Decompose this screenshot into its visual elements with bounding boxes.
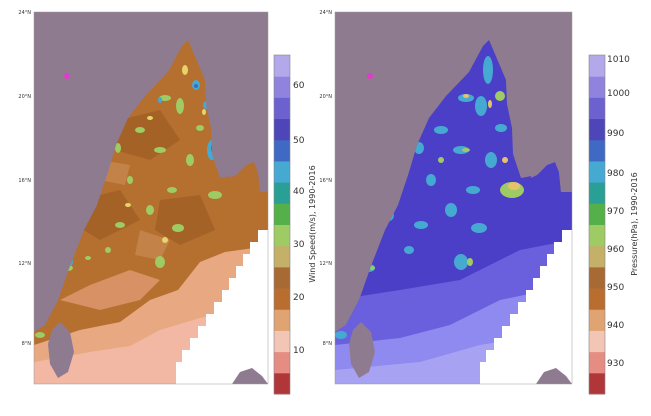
colorbar-segment xyxy=(274,182,290,204)
colorbar-segment xyxy=(274,351,290,374)
lat-label: 16°N xyxy=(319,178,332,184)
colorbar-title: Pressure(hPa), 1990-2016 xyxy=(630,172,639,276)
colorbar-segment xyxy=(589,97,605,120)
colorbar-segment xyxy=(589,139,605,162)
pressure-colorbar: 1010 1000 990 980 970 960 950 940 930 Pr… xyxy=(588,54,639,395)
colorbar-segment xyxy=(274,76,290,98)
colorbar-tick: 950 xyxy=(607,283,624,293)
colorbar-ticks: 60 50 40 30 20 10 xyxy=(293,81,305,356)
colorbar-tick: 60 xyxy=(293,81,305,91)
colorbar-tick: 930 xyxy=(607,359,624,369)
lat-label: 8°N xyxy=(22,341,32,347)
land-east xyxy=(230,128,268,192)
colorbar-segment xyxy=(274,372,290,395)
colorbar-tick: 960 xyxy=(607,245,624,255)
lat-label: 24°N xyxy=(18,10,31,16)
lat-label: 16°N xyxy=(18,178,31,184)
land-southeast xyxy=(232,368,268,384)
pressure-map-panel: 24°N 20°N 16°N 12°N 8°N xyxy=(319,10,573,385)
lat-label: 20°N xyxy=(319,94,332,100)
land-southeast xyxy=(536,368,572,384)
location-marker xyxy=(64,73,70,79)
island-sri-lanka xyxy=(349,322,375,378)
colorbar-segment xyxy=(589,372,605,395)
colorbar-segment xyxy=(589,76,605,98)
colorbar-tick: 30 xyxy=(293,240,305,250)
colorbar-segment xyxy=(589,245,605,268)
colorbar-segment xyxy=(589,330,605,353)
wind-speed-colorbar: 60 50 40 30 20 10 Wind Speed(m/s), 1990-… xyxy=(273,54,317,395)
colorbar-title: Wind Speed(m/s), 1990-2016 xyxy=(308,165,317,282)
colorbar-segment xyxy=(274,266,290,289)
lat-labels-right: 24°N 20°N 16°N 12°N 8°N xyxy=(319,10,332,347)
colorbar-segment xyxy=(589,55,605,77)
colorbar-tick: 940 xyxy=(607,321,624,331)
colorbar-tick: 1000 xyxy=(607,89,630,99)
colorbar-tick: 980 xyxy=(607,169,624,179)
colorbar-segment xyxy=(274,330,290,353)
colorbar-segment xyxy=(589,351,605,374)
colorbar-segment xyxy=(589,160,605,183)
colorbar-segment xyxy=(274,55,290,77)
colorbar-tick: 990 xyxy=(607,129,624,139)
lat-label: 12°N xyxy=(319,261,332,267)
land-east xyxy=(531,128,572,192)
colorbar-tick: 20 xyxy=(293,293,305,303)
lat-label: 20°N xyxy=(18,94,31,100)
colorbar-segment xyxy=(274,160,290,183)
colorbar-segment xyxy=(274,288,290,310)
colorbar-segment xyxy=(274,309,290,331)
colorbar-segment xyxy=(274,139,290,162)
island-sri-lanka xyxy=(48,322,74,378)
colorbar-tick: 10 xyxy=(293,346,305,356)
colorbar-segment xyxy=(274,224,290,247)
location-marker xyxy=(367,73,373,79)
colorbar-segment xyxy=(274,118,290,141)
colorbar-tick: 970 xyxy=(607,207,624,217)
wind-speed-map-panel: 24°N 20°N 16°N 12°N 8°N xyxy=(18,10,269,385)
colorbar-tick: 50 xyxy=(293,136,305,146)
colorbar-segment xyxy=(274,203,290,225)
lat-label: 12°N xyxy=(18,261,31,267)
colorbar-segment xyxy=(589,224,605,247)
colorbar-tick: 1010 xyxy=(607,55,630,65)
colorbar-segment xyxy=(589,309,605,331)
lat-label: 24°N xyxy=(319,10,332,16)
colorbar-segment xyxy=(589,266,605,289)
lat-labels-left: 24°N 20°N 16°N 12°N 8°N xyxy=(18,10,31,347)
colorbar-segment xyxy=(589,182,605,204)
colorbar-segment xyxy=(274,245,290,268)
colorbar-ticks: 1010 1000 990 980 970 960 950 940 930 xyxy=(607,55,630,369)
colorbar-segment xyxy=(589,288,605,310)
colorbar-tick: 40 xyxy=(293,187,305,197)
colorbar-segment xyxy=(589,118,605,141)
colorbar-segment xyxy=(274,97,290,120)
lat-label: 8°N xyxy=(323,341,333,347)
colorbar-segment xyxy=(589,203,605,225)
